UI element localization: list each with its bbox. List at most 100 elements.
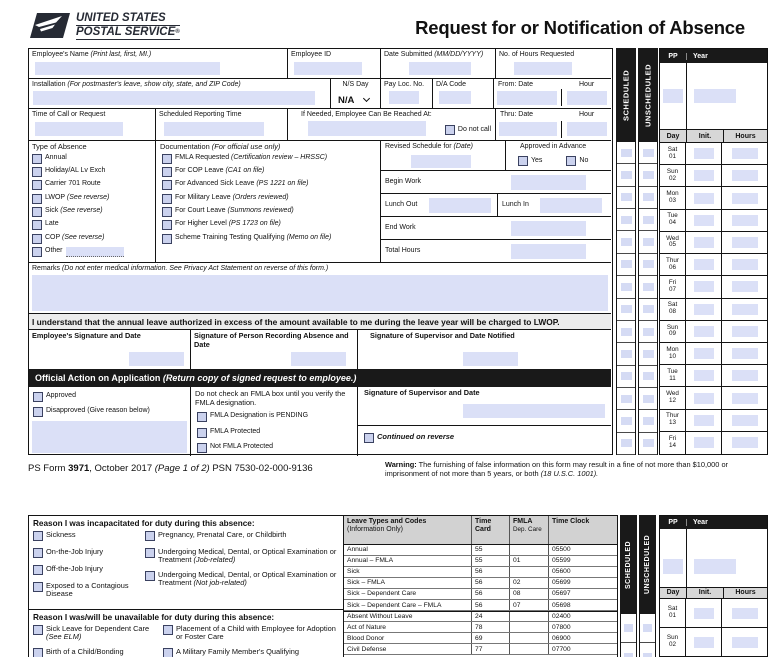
time-of-call-input[interactable] [35,122,123,136]
init-input[interactable] [693,348,714,360]
employee-name-input[interactable] [35,62,220,75]
birth-bonding-checkbox[interactable] [33,648,43,657]
year-input[interactable] [694,89,736,103]
military-family-checkbox[interactable] [163,648,173,657]
hours-input[interactable] [731,325,758,337]
absence-cop-checkbox[interactable] [32,233,42,244]
fmla-pending-checkbox[interactable] [197,412,207,422]
init-input[interactable] [693,370,714,382]
pp-input[interactable] [663,558,683,574]
absence-lwop-checkbox[interactable] [32,193,42,204]
init-input[interactable] [693,148,714,160]
scheduled-box[interactable] [620,394,632,403]
doc-scheme-training-checkbox[interactable] [162,233,172,244]
scheduled-box[interactable] [620,349,632,358]
hours-input[interactable] [731,392,758,404]
fmla-not-protected-checkbox[interactable] [197,443,207,453]
doc-advanced-sick-checkbox[interactable] [162,180,172,191]
scheduled-box[interactable] [624,624,633,632]
scheduled-box[interactable] [620,238,632,247]
date-submitted-input[interactable] [409,62,471,75]
init-input[interactable] [693,607,714,619]
scheduled-box[interactable] [620,439,632,448]
year-input[interactable] [694,558,736,574]
medical-job-checkbox[interactable] [145,548,155,558]
scheduled-box[interactable] [620,171,632,180]
unscheduled-box[interactable] [642,260,654,269]
init-input[interactable] [693,303,714,315]
hours-input[interactable] [731,607,758,619]
hours-input[interactable] [731,170,758,182]
total-hours-input[interactable] [511,244,586,259]
thru-hour-input[interactable] [567,122,607,136]
unscheduled-box[interactable] [642,148,654,157]
unscheduled-box[interactable] [642,193,654,202]
absence-carrier701-checkbox[interactable] [32,180,42,191]
scheduled-reporting-input[interactable] [164,122,264,136]
scheduled-box[interactable] [620,215,632,224]
absence-holiday-checkbox[interactable] [32,166,42,177]
unscheduled-box[interactable] [642,171,654,180]
da-code-input[interactable] [439,91,471,104]
approved-checkbox[interactable] [33,392,43,402]
sick-dependent-checkbox[interactable] [33,625,43,635]
contagious-checkbox[interactable] [33,582,43,592]
scheduled-box[interactable] [620,372,632,381]
do-not-call-checkbox[interactable] [444,125,455,135]
recorder-signature-input[interactable] [291,352,346,366]
hours-input[interactable] [731,192,758,204]
disapproval-reason-input[interactable] [32,421,187,453]
hours-input[interactable] [731,370,758,382]
hours-input[interactable] [731,348,758,360]
disapproved-checkbox[interactable] [33,407,43,417]
scheduled-box[interactable] [620,282,632,291]
init-input[interactable] [693,259,714,271]
unscheduled-box[interactable] [642,238,654,247]
absence-annual-checkbox[interactable] [32,153,42,164]
hours-input[interactable] [731,148,758,160]
unscheduled-box[interactable] [642,372,654,381]
absence-other-checkbox[interactable] [32,247,42,258]
init-input[interactable] [693,192,714,204]
absence-sick-checkbox[interactable] [32,207,42,218]
hours-input[interactable] [731,437,758,449]
doc-court-leave-checkbox[interactable] [162,207,172,218]
ns-day-select[interactable]: N/A [338,94,371,106]
remarks-input[interactable] [32,275,608,311]
unscheduled-box[interactable] [643,624,652,632]
on-job-injury-checkbox[interactable] [33,548,43,558]
unscheduled-box[interactable] [643,653,652,657]
pp-input[interactable] [663,89,683,103]
absence-late-checkbox[interactable] [32,220,42,231]
pay-loc-input[interactable] [389,91,419,104]
init-input[interactable] [693,170,714,182]
hours-input[interactable] [731,236,758,248]
scheduled-box[interactable] [620,305,632,314]
thru-date-input[interactable] [499,122,557,136]
unscheduled-box[interactable] [642,394,654,403]
hours-input[interactable] [731,636,758,648]
hours-input[interactable] [731,214,758,226]
hours-requested-input[interactable] [514,62,572,75]
doc-fmla-requested-checkbox[interactable] [162,153,172,164]
medical-notjob-checkbox[interactable] [145,571,155,581]
from-hour-input[interactable] [567,91,607,105]
employee-signature-input[interactable] [129,352,184,366]
unscheduled-box[interactable] [642,282,654,291]
end-work-input[interactable] [511,221,586,236]
scheduled-box[interactable] [624,653,633,657]
init-input[interactable] [693,325,714,337]
init-input[interactable] [693,236,714,248]
init-input[interactable] [693,392,714,404]
unscheduled-box[interactable] [642,215,654,224]
installation-input[interactable] [33,91,315,105]
init-input[interactable] [693,636,714,648]
approved-yes-checkbox[interactable] [518,156,528,166]
scheduled-box[interactable] [620,193,632,202]
unscheduled-box[interactable] [642,439,654,448]
begin-work-input[interactable] [511,175,586,190]
pregnancy-checkbox[interactable] [145,531,155,541]
init-input[interactable] [693,414,714,426]
doc-higher-level-checkbox[interactable] [162,220,172,231]
continued-checkbox[interactable] [364,433,374,443]
